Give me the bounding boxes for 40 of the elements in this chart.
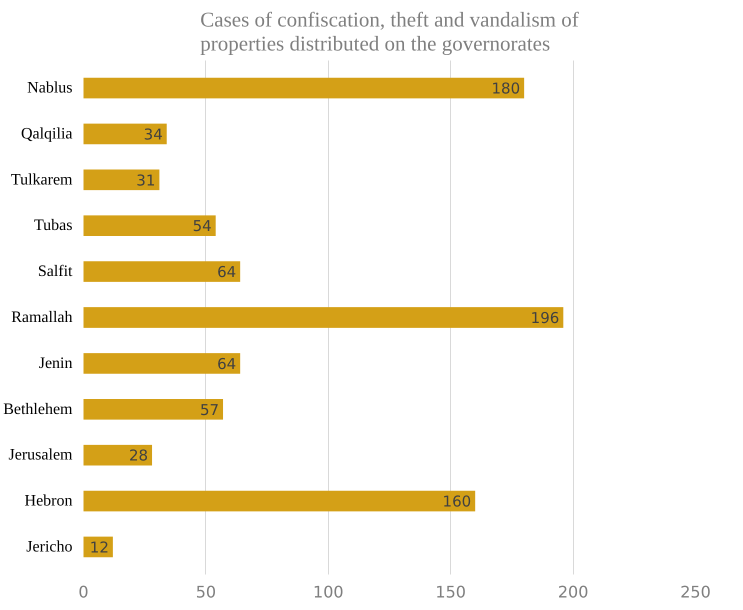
y-tick-label: Jericho [26, 538, 72, 556]
bar [84, 536, 113, 558]
x-tick-label: 250 [680, 582, 711, 602]
y-tick-label: Ramallah [11, 309, 72, 326]
y-tick-label: Tulkarem [10, 171, 74, 188]
y-tick-label: Nablus [27, 80, 72, 97]
data-label: 28 [128, 446, 148, 465]
y-tick-label: Tubas [34, 217, 73, 234]
x-tick-label: 100 [313, 582, 344, 602]
bar [84, 124, 167, 144]
data-label: 57 [200, 400, 220, 419]
y-tick-label: Hebron [24, 492, 72, 510]
bar [84, 353, 240, 374]
x-tick-label: 50 [196, 582, 216, 602]
data-label: 196 [530, 309, 560, 327]
x-tick-label: 0 [78, 582, 89, 602]
data-label: 12 [90, 538, 109, 556]
data-label: 54 [192, 217, 212, 236]
y-tick-label: Qalqilia [20, 125, 73, 142]
bar [84, 215, 216, 236]
data-label: 34 [144, 125, 163, 144]
bar [84, 444, 152, 466]
data-label: 64 [217, 263, 236, 282]
bar [84, 490, 476, 512]
bar [84, 78, 524, 98]
bar [84, 307, 564, 328]
bar [84, 398, 224, 420]
y-tick-label: Bethlehem [3, 400, 74, 418]
bar [84, 261, 240, 282]
data-label: 160 [442, 492, 472, 511]
y-tick-label: Jerusalem [8, 446, 74, 464]
y-tick-label: Jenin [38, 354, 73, 372]
y-tick-label: Salfit [38, 263, 74, 280]
data-label: 64 [217, 354, 236, 373]
bar [84, 169, 160, 190]
x-tick-label: 150 [435, 582, 466, 602]
x-tick-label: 200 [558, 582, 588, 602]
data-label: 31 [136, 171, 156, 190]
data-label: 180 [492, 80, 520, 98]
chart-title: Cases of confiscation, theft and vandalism of properties distributed on the governorates [200, 8, 579, 56]
